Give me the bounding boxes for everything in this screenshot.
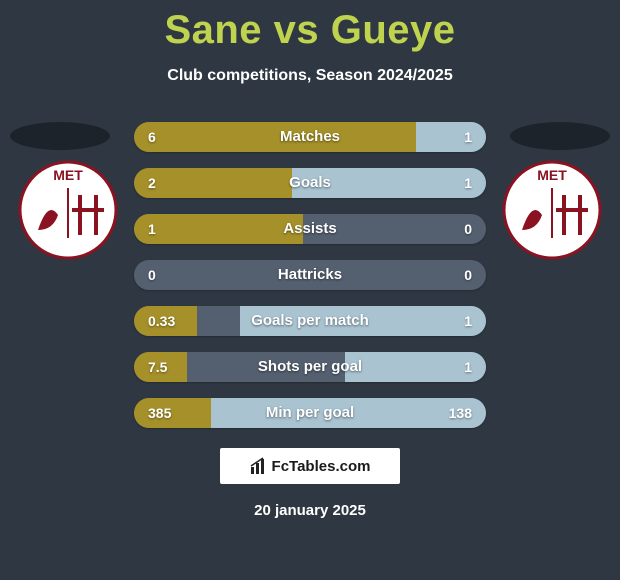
stat-row: 00Hattricks	[134, 260, 486, 290]
svg-text:MET: MET	[53, 167, 83, 183]
stat-label: Min per goal	[134, 398, 486, 428]
svg-text:MET: MET	[537, 167, 567, 183]
club-badge-right: MET	[502, 160, 602, 260]
fctables-logo: FcTables.com	[220, 448, 400, 484]
shadow-ellipse-right	[510, 122, 610, 150]
stat-row: 7.51Shots per goal	[134, 352, 486, 382]
stat-row: 0.331Goals per match	[134, 306, 486, 336]
stats-container: 61Matches 21Goals 10Assists 00Hattricks 0.33…	[134, 122, 486, 444]
stat-row: 21Goals	[134, 168, 486, 198]
logo-text: FcTables.com	[272, 458, 371, 475]
stat-label: Matches	[134, 122, 486, 152]
stat-row: 10Assists	[134, 214, 486, 244]
stat-label: Shots per goal	[134, 352, 486, 382]
date: 20 january 2025	[0, 502, 620, 519]
stat-label: Goals per match	[134, 306, 486, 336]
shadow-ellipse-left	[10, 122, 110, 150]
stat-label: Hattricks	[134, 260, 486, 290]
chart-icon	[250, 457, 268, 475]
page-title: Sane vs Gueye	[0, 0, 620, 53]
stat-label: Goals	[134, 168, 486, 198]
club-badge-left: MET	[18, 160, 118, 260]
stat-row: 61Matches	[134, 122, 486, 152]
subtitle: Club competitions, Season 2024/2025	[0, 67, 620, 85]
stat-label: Assists	[134, 214, 486, 244]
stat-row: 385138Min per goal	[134, 398, 486, 428]
